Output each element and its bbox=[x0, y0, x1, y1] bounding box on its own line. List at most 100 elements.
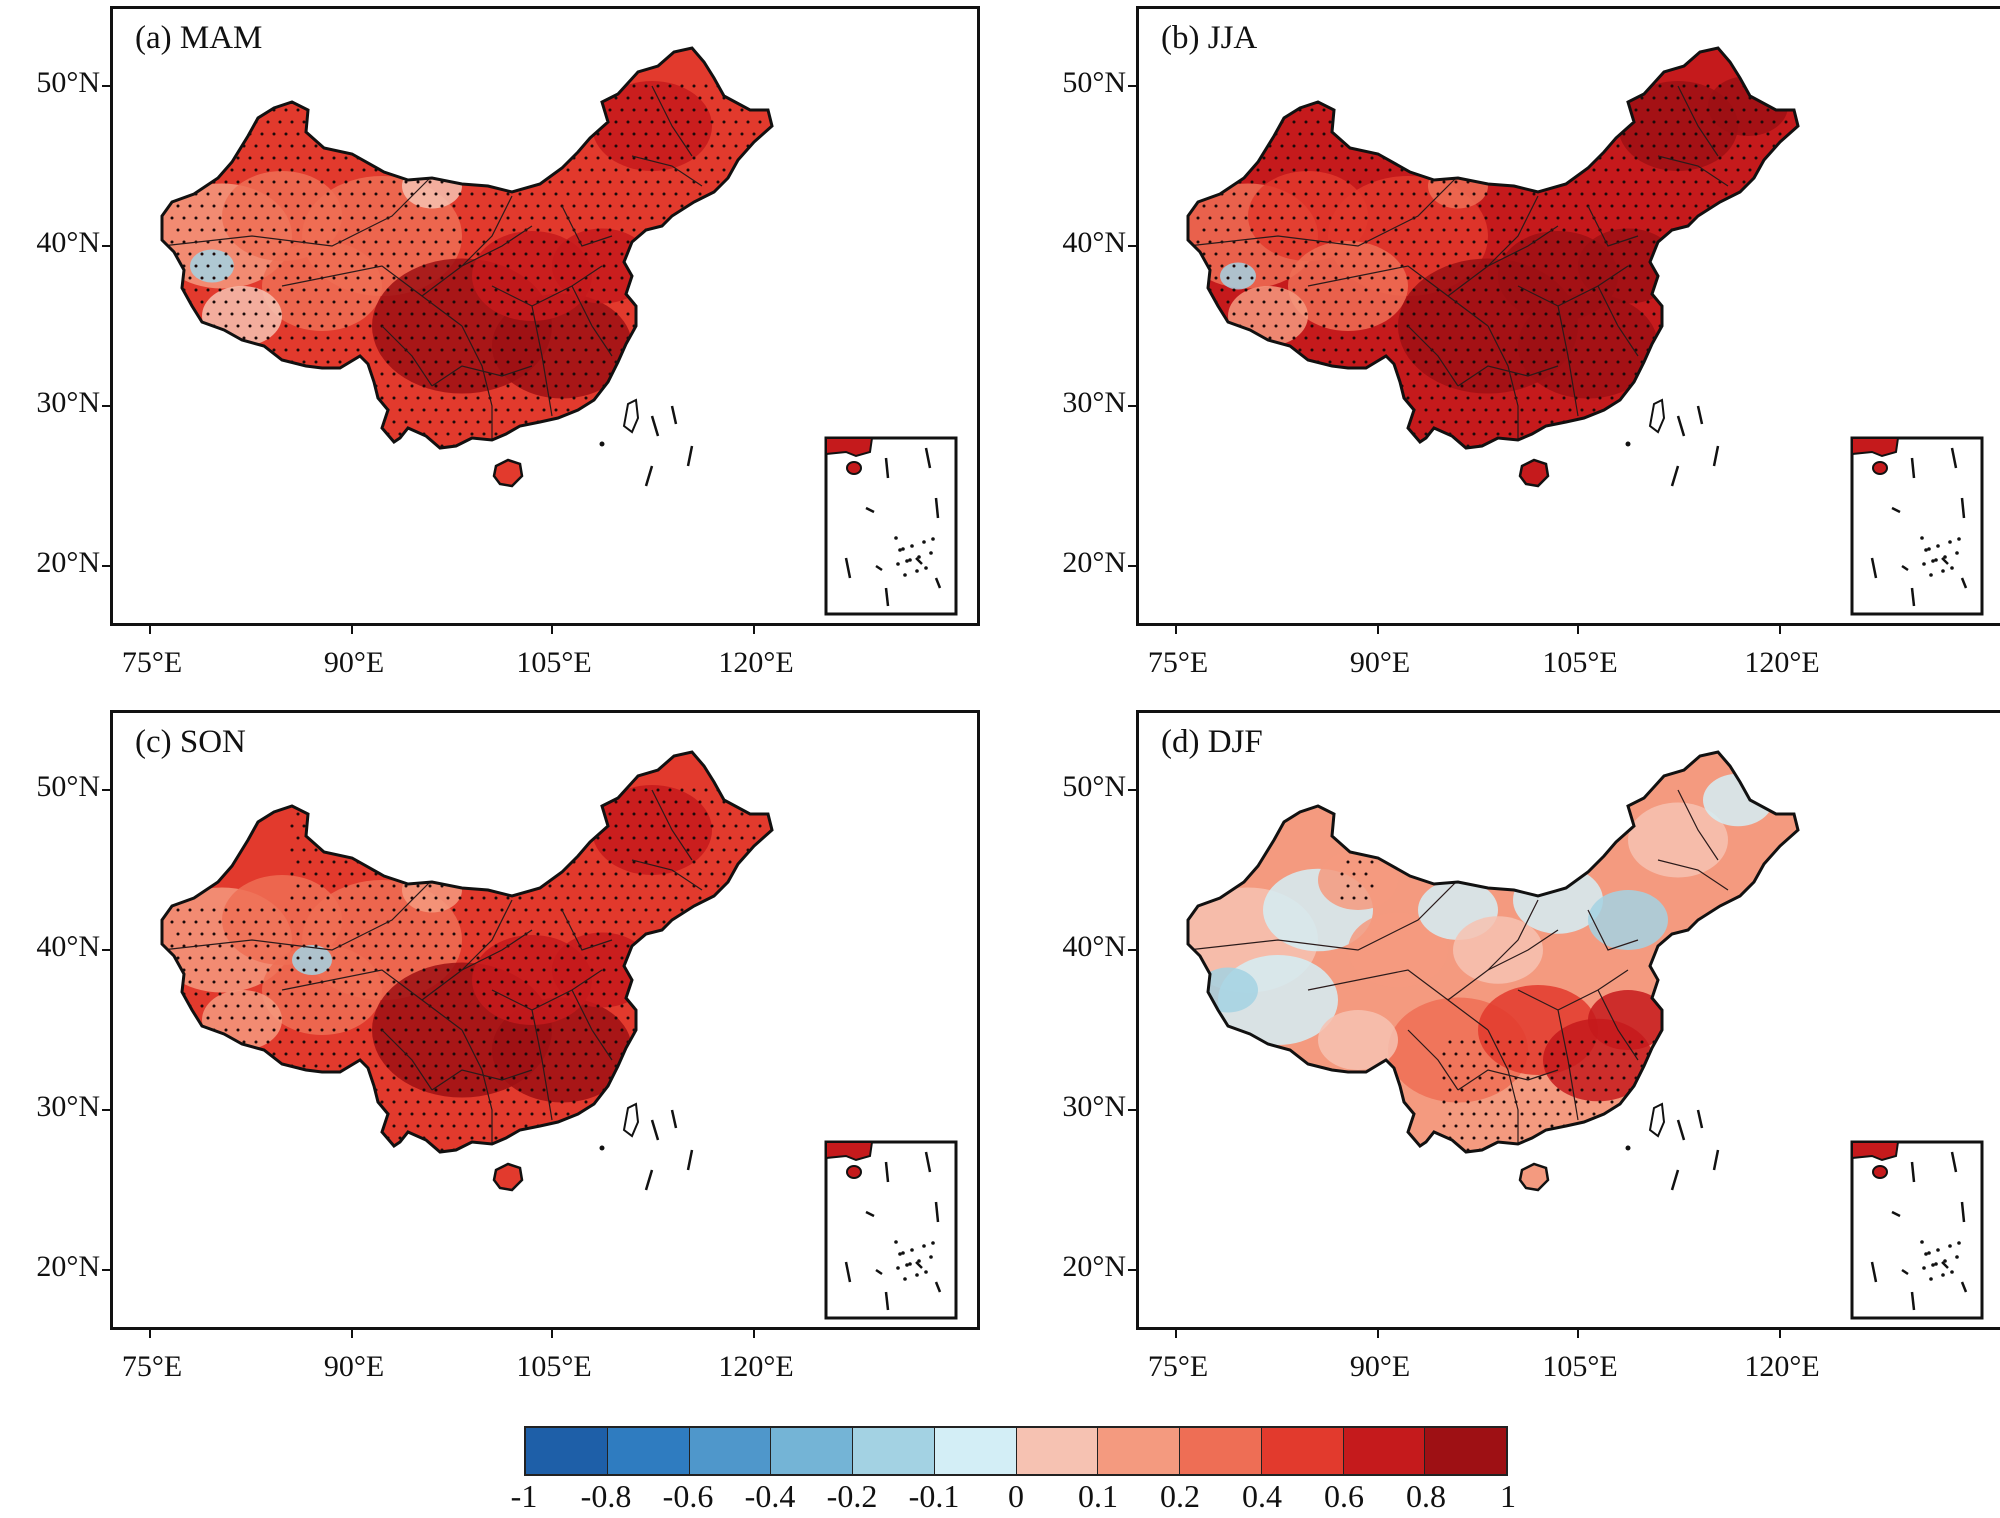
significance-dot bbox=[560, 276, 564, 280]
significance-dot bbox=[566, 968, 570, 972]
significance-dot bbox=[1424, 336, 1428, 340]
significance-dot bbox=[1520, 432, 1524, 436]
significance-dot bbox=[446, 288, 450, 292]
significance-dot bbox=[446, 896, 450, 900]
significance-dot bbox=[320, 908, 324, 912]
significance-dot bbox=[1676, 192, 1680, 196]
significance-dot bbox=[1292, 312, 1296, 316]
significance-dot bbox=[218, 216, 222, 220]
significance-dot bbox=[680, 180, 684, 184]
significance-dot bbox=[1598, 324, 1602, 328]
significance-dot bbox=[224, 324, 228, 328]
significance-dot bbox=[1400, 216, 1404, 220]
significance-dot bbox=[1640, 312, 1644, 316]
significance-dot bbox=[302, 872, 306, 876]
significance-dot bbox=[1400, 288, 1404, 292]
significance-dot bbox=[1622, 300, 1626, 304]
significance-dot bbox=[524, 1076, 528, 1080]
significance-dot bbox=[326, 336, 330, 340]
significance-dot bbox=[602, 216, 606, 220]
significance-dot bbox=[1298, 228, 1302, 232]
significance-dot bbox=[416, 884, 420, 888]
significance-dot bbox=[1442, 276, 1446, 280]
significance-dot bbox=[1214, 204, 1218, 208]
significance-dot bbox=[740, 132, 744, 136]
significance-dot bbox=[194, 216, 198, 220]
significance-dot bbox=[500, 1100, 504, 1104]
significance-dot bbox=[644, 204, 648, 208]
significance-dot bbox=[566, 360, 570, 364]
significance-dot bbox=[1526, 252, 1530, 256]
significance-dot bbox=[1328, 336, 1332, 340]
significance-dot bbox=[494, 920, 498, 924]
significance-dot bbox=[692, 860, 696, 864]
significance-dot bbox=[1652, 312, 1656, 316]
significance-dot bbox=[698, 168, 702, 172]
significance-dot bbox=[1238, 276, 1242, 280]
significance-dot bbox=[584, 956, 588, 960]
significance-dot bbox=[224, 180, 228, 184]
significance-dot bbox=[620, 108, 624, 112]
significance-dot bbox=[1316, 336, 1320, 340]
significance-dot bbox=[518, 1064, 522, 1068]
significance-dot bbox=[500, 348, 504, 352]
significance-dot bbox=[1406, 252, 1410, 256]
significance-dot bbox=[314, 168, 318, 172]
significance-dot bbox=[1214, 228, 1218, 232]
significance-dot bbox=[662, 216, 666, 220]
significance-dot bbox=[632, 908, 636, 912]
significance-dot bbox=[482, 216, 486, 220]
significance-dot bbox=[374, 288, 378, 292]
significance-dot bbox=[662, 800, 666, 804]
significance-dot bbox=[584, 300, 588, 304]
significance-dot bbox=[482, 1088, 486, 1092]
significance-dot bbox=[1370, 276, 1374, 280]
significance-dot bbox=[650, 144, 654, 148]
significance-dot bbox=[302, 896, 306, 900]
significance-dot bbox=[1598, 372, 1602, 376]
significance-dot bbox=[338, 360, 342, 364]
significance-dot bbox=[386, 360, 390, 364]
significance-dot bbox=[1418, 372, 1422, 376]
significance-dot bbox=[692, 812, 696, 816]
significance-dot bbox=[218, 264, 222, 268]
significance-dot bbox=[488, 980, 492, 984]
significance-dot bbox=[1436, 240, 1440, 244]
significance-dot bbox=[1556, 216, 1560, 220]
significance-dot bbox=[272, 180, 276, 184]
significance-dot bbox=[1388, 264, 1392, 268]
significance-dot bbox=[1616, 144, 1620, 148]
significance-dot bbox=[494, 1136, 498, 1140]
significance-dot bbox=[326, 288, 330, 292]
significance-dot bbox=[326, 1016, 330, 1020]
significance-dot bbox=[614, 968, 618, 972]
significance-dot bbox=[650, 168, 654, 172]
province-boundary bbox=[631, 155, 703, 187]
significance-dot bbox=[626, 872, 630, 876]
significance-dot bbox=[440, 1100, 444, 1104]
significance-dot bbox=[482, 1064, 486, 1068]
significance-dot bbox=[1454, 252, 1458, 256]
significance-dot bbox=[500, 980, 504, 984]
significance-dot bbox=[1286, 324, 1290, 328]
significance-dot bbox=[338, 896, 342, 900]
significance-dot bbox=[554, 920, 558, 924]
significance-dot bbox=[1304, 336, 1308, 340]
island-mark bbox=[1696, 405, 1704, 425]
significance-dot bbox=[1688, 144, 1692, 148]
significance-dot bbox=[1424, 312, 1428, 316]
significance-dot bbox=[218, 312, 222, 316]
significance-dot bbox=[1406, 276, 1410, 280]
significance-dot bbox=[530, 240, 534, 244]
significance-dot bbox=[518, 360, 522, 364]
significance-dot bbox=[620, 276, 624, 280]
map-panel-mam: (a) MAM bbox=[102, 6, 980, 686]
significance-dot bbox=[278, 216, 282, 220]
significance-dot bbox=[500, 1052, 504, 1056]
significance-dot bbox=[374, 240, 378, 244]
significance-dot bbox=[230, 992, 234, 996]
significance-dot bbox=[512, 908, 516, 912]
significance-dot bbox=[536, 1052, 540, 1056]
significance-dot bbox=[1424, 216, 1428, 220]
significance-dot bbox=[524, 980, 528, 984]
